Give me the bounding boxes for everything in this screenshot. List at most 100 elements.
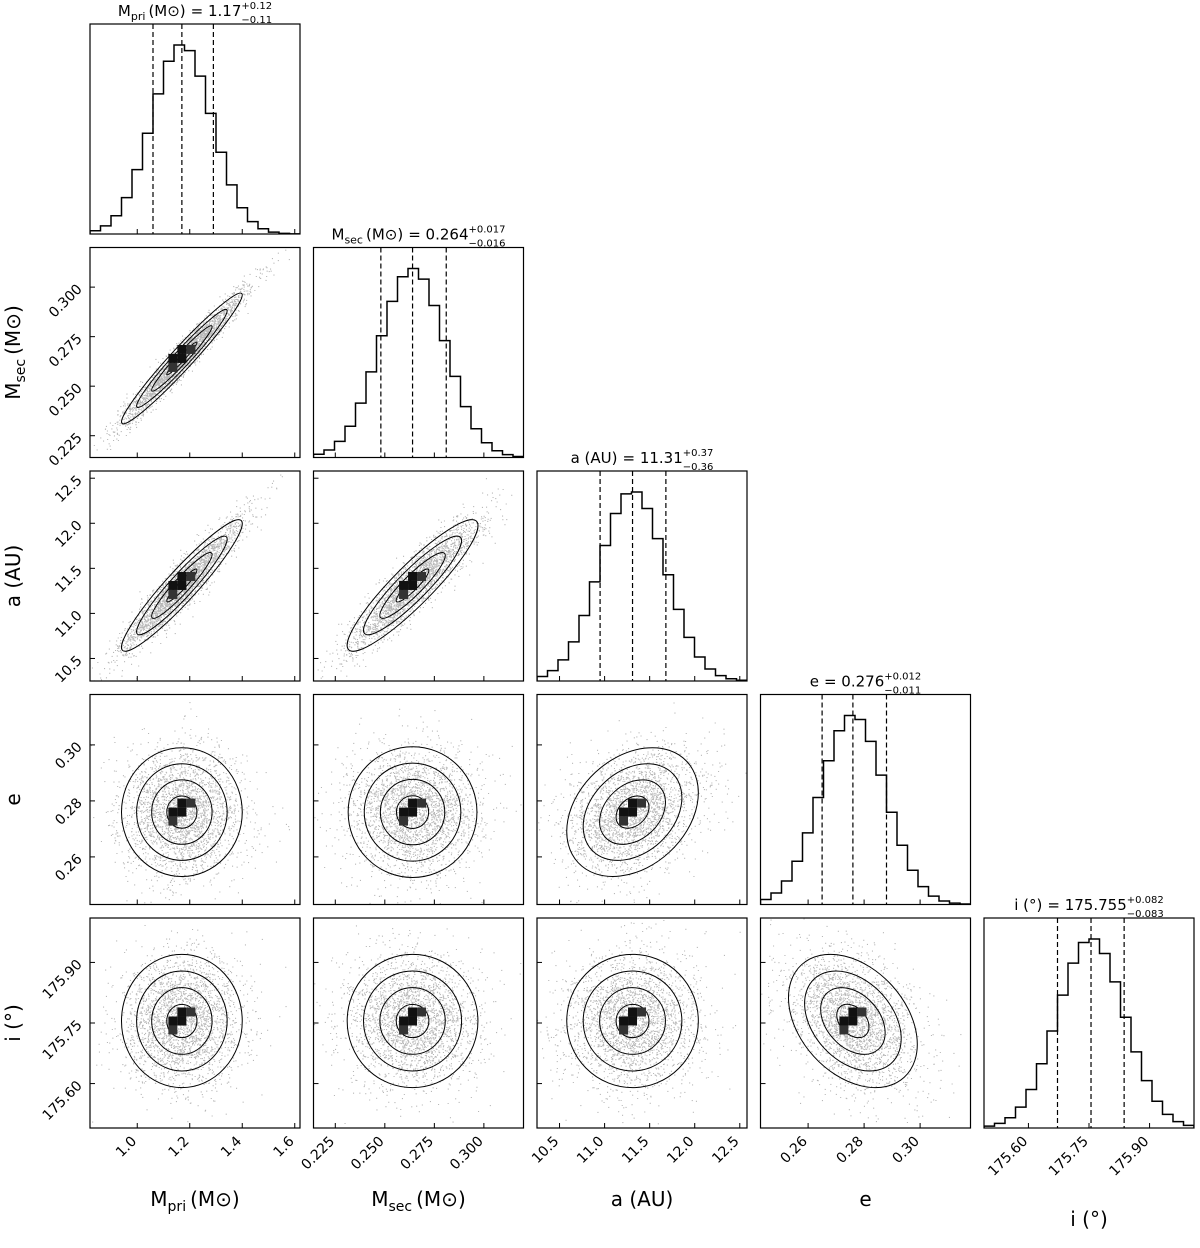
y-tick-label-msec: 0.300 [46, 281, 86, 321]
title-sub-mpri: pri [131, 10, 146, 23]
density-pixel [168, 581, 177, 590]
hist-panel-msec [314, 248, 524, 458]
x-tick-label-mpri: 1.4 [218, 1133, 245, 1160]
density-pixel [839, 1016, 848, 1025]
hist-panel-a [537, 471, 747, 681]
density-pixel [168, 354, 177, 363]
density-pixel [637, 799, 646, 808]
y-tick-label-e: 0.30 [52, 739, 85, 772]
density-pixel [408, 1007, 417, 1016]
scatter-points [269, 479, 513, 724]
panel-frame-4-3 [761, 918, 971, 1128]
histogram-i [984, 939, 1194, 1128]
x-tick-label-a: 11.5 [619, 1134, 652, 1167]
density-pixel [177, 1016, 186, 1025]
scatter-panel-i-vs-a [520, 897, 749, 1134]
density-pixel [848, 1007, 857, 1016]
scatter-panel-i-vs-msec [300, 886, 540, 1130]
x-tick-label-mpri: 1.2 [166, 1134, 193, 1161]
density-pixel [628, 808, 637, 817]
y-tick-label-i: 175.90 [40, 957, 86, 1003]
scatter-points [80, 867, 286, 1134]
title-label-mpri: M [118, 2, 131, 20]
y-tick-label-a: 11.5 [52, 563, 85, 596]
x-tick-label-e: 0.28 [834, 1134, 867, 1167]
density-pixel [408, 799, 417, 808]
scatter-panel-a-vs-mpri [90, 453, 297, 692]
title-sub-msec: sec [344, 234, 363, 247]
title-value-e: = 0.276 [824, 673, 884, 691]
density-pixel [417, 1007, 426, 1016]
x-tick-label-i: 175.60 [985, 1134, 1031, 1180]
density-pixel [628, 1016, 637, 1025]
title-plus-mpri: +0.12 [241, 1, 272, 12]
density-pixel [408, 808, 417, 817]
density-pixel [628, 1007, 637, 1016]
x-tick-label-msec: 0.250 [348, 1134, 388, 1174]
x-tick-label-i: 175.90 [1106, 1134, 1152, 1180]
panel-frame-4-2 [537, 918, 747, 1128]
density-pixel [186, 572, 195, 581]
density-pixel [168, 808, 177, 817]
density-pixel [177, 354, 186, 363]
y-tick-label-a: 12.0 [52, 518, 85, 551]
y-axis-label-msec: Msec(M⊙) [1, 305, 29, 400]
x-axis-label-a: a (AU) [611, 1187, 674, 1211]
y-tick-label-i: 175.75 [40, 1017, 86, 1063]
density-pixel [839, 1025, 848, 1034]
histogram-mpri [90, 45, 300, 234]
x-tick-label-msec: 0.300 [447, 1134, 487, 1174]
y-tick-label-e: 0.28 [52, 795, 85, 828]
density-pixel [399, 590, 408, 599]
density-pixel [628, 799, 637, 808]
density-core [399, 799, 426, 826]
density-pixel [186, 1007, 195, 1016]
density-pixel [857, 1007, 866, 1016]
y-tick-label-msec: 0.250 [46, 381, 86, 421]
title-unit-mpri: (M⊙) [148, 2, 185, 20]
scatter-panel-msec-vs-mpri [81, 250, 290, 466]
density-pixel [168, 817, 177, 826]
x-tick-label-i: 175.75 [1046, 1134, 1092, 1180]
density-pixel [177, 808, 186, 817]
title-label-a: a (AU) [571, 449, 618, 467]
x-axis-label-e: e [859, 1187, 871, 1211]
density-pixel [177, 1007, 186, 1016]
x-axis-label-mpri: Mpri (M⊙) [150, 1187, 239, 1215]
panel-frame-4-4 [984, 918, 1194, 1128]
y-tick-label-msec: 0.225 [46, 430, 86, 470]
y-tick-label-e: 0.26 [52, 851, 85, 884]
histogram-msec [314, 269, 524, 458]
title-label-i: i (°) [1014, 896, 1042, 914]
y-tick-label-a: 12.5 [52, 473, 85, 506]
density-pixel [417, 799, 426, 808]
hist-panel-e [761, 695, 971, 905]
density-pixel [399, 817, 408, 826]
x-axis-label-i: i (°) [1070, 1207, 1108, 1231]
y-axis-label-a: a (AU) [1, 545, 25, 608]
title-value-a: = 11.31 [622, 449, 682, 467]
density-pixel [168, 1025, 177, 1034]
density-pixel [168, 363, 177, 372]
title-plus-msec: +0.017 [468, 225, 505, 236]
density-pixel [168, 590, 177, 599]
x-tick-label-mpri: 1.6 [271, 1133, 298, 1160]
density-pixel [417, 572, 426, 581]
density-pixel [637, 1007, 646, 1016]
scatter-panel-i-vs-mpri [80, 867, 286, 1134]
y-axis-label-e: e [1, 793, 25, 805]
density-pixel [168, 1016, 177, 1025]
density-pixel [408, 581, 417, 590]
density-pixel [619, 817, 628, 826]
density-pixel [177, 581, 186, 590]
scatter-panel-a-vs-msec [269, 479, 513, 724]
density-pixel [177, 799, 186, 808]
y-axis-label-i: i (°) [1, 1004, 25, 1042]
x-tick-label-a: 12.5 [709, 1134, 742, 1167]
density-pixel [186, 345, 195, 354]
y-tick-label-msec: 0.275 [46, 331, 86, 371]
x-axis-label-msec: Msec (M⊙) [371, 1187, 466, 1215]
hist-panel-i [984, 918, 1194, 1128]
scatter-panel-e-vs-mpri [70, 703, 301, 949]
